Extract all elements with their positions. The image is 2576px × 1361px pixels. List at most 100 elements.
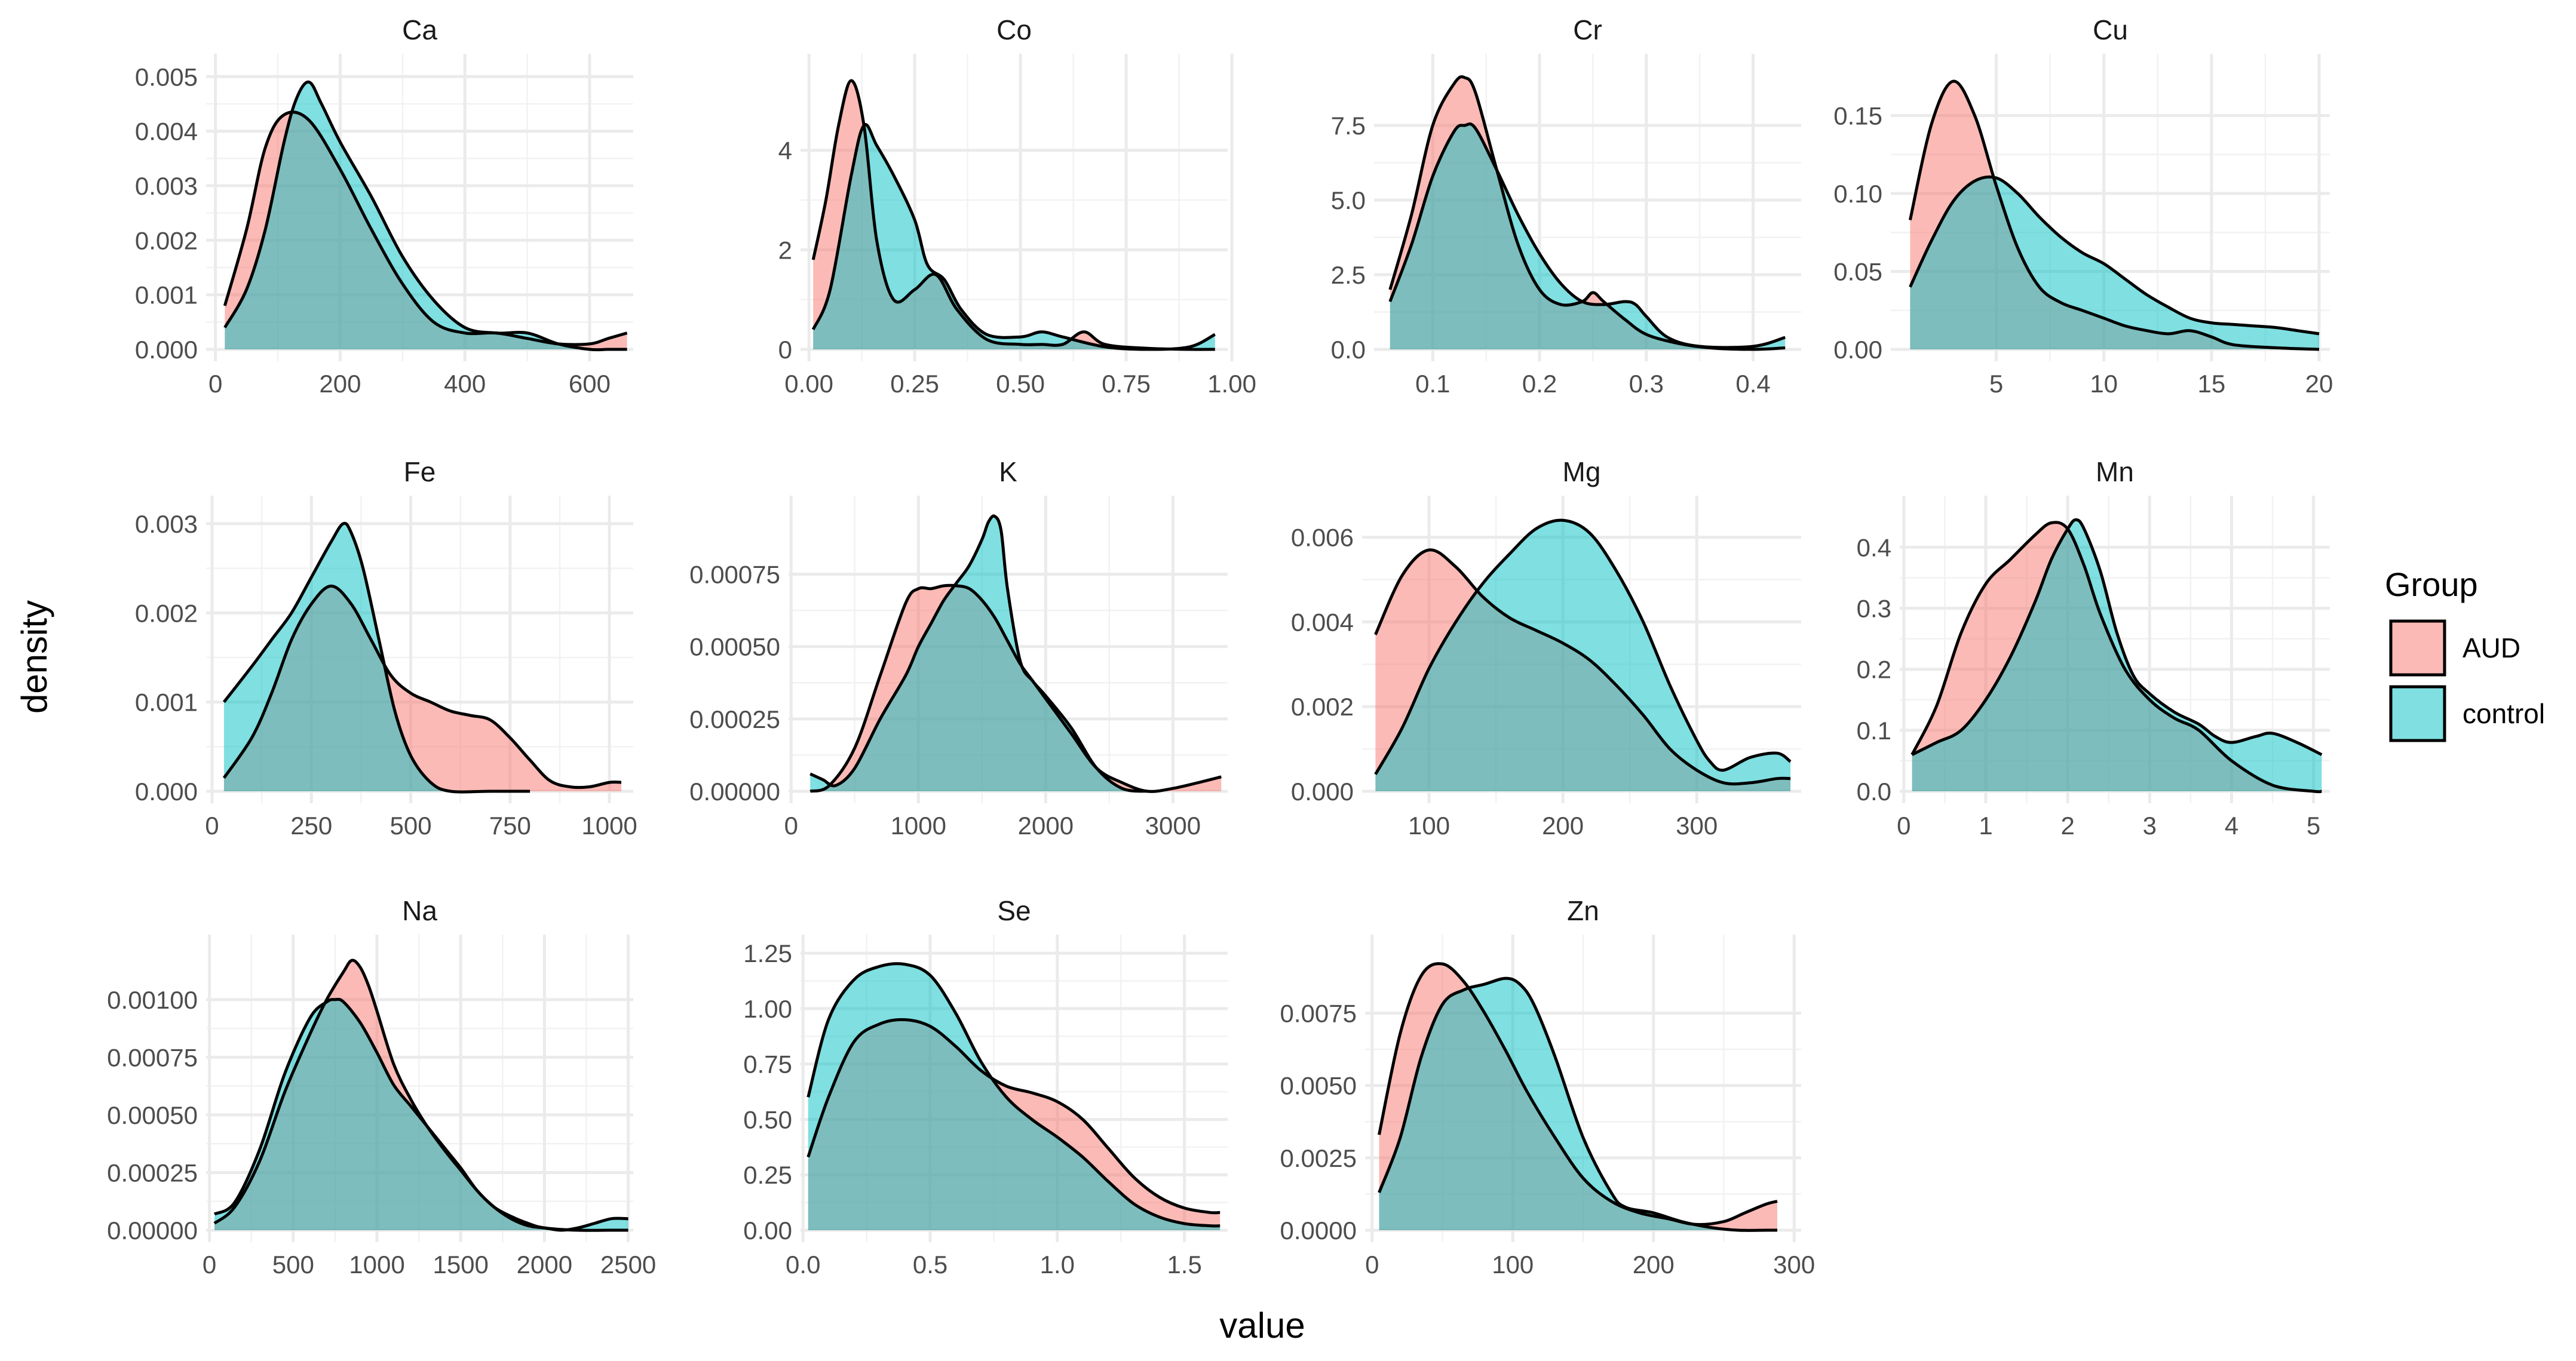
panel-title: Mg [1563,456,1601,487]
density-line-control [806,962,1220,1228]
y-tick-label: 0.00000 [107,1216,198,1245]
y-tick-label: 0.000 [135,778,198,806]
x-tick-label: 100 [1492,1251,1534,1279]
x-tick-label: 3 [2143,812,2157,840]
density-line-control [809,514,1148,793]
panel-se: 0.0 0.5 1.0 1.5 0.00 0.25 0.50 0.75 1.00 1.25 Se [743,895,1228,1279]
density-line-aud [213,958,628,1232]
y-tick-label: 0.003 [135,172,198,200]
density-line-control [1909,175,2320,336]
x-tick-label: 0 [203,1251,216,1279]
panel-title: Zn [1567,895,1599,926]
x-tick-label: 1.0 [1040,1251,1075,1279]
y-tick-label: 0.05 [1833,258,1882,286]
y-tick-label: 0.00050 [689,633,780,661]
x-tick-label: 2500 [600,1251,656,1279]
x-tick-label: 2000 [517,1251,572,1279]
density-line-aud [1388,75,1786,351]
panel-zn: 0 100 200 300 0.0000 0.0025 0.0050 0.0075 Zn [1280,895,1816,1279]
x-tick-label: 0.3 [1629,370,1664,398]
panel-title: Cr [1573,14,1602,45]
density-area-control [225,82,627,350]
y-tick-label: 0.000 [135,336,198,364]
density-area-control [214,999,628,1230]
y-tick-label: 1.25 [743,939,792,967]
y-tick-label: 0.000 [1291,778,1354,806]
y-tick-label: 0.002 [1291,693,1354,721]
y-tick-label: 5.0 [1331,186,1366,214]
y-tick-label: 0.00100 [107,986,198,1014]
y-tick-label: 0.004 [1291,608,1354,636]
x-tick-label: 20 [2305,370,2333,398]
x-tick-label: 0.25 [890,370,939,398]
y-tick-label: 1.00 [743,995,792,1023]
x-tick-label: 1 [1979,812,1992,840]
panel-cr: 0.1 0.2 0.3 0.4 0.0 2.5 5.0 7.5 Cr [1331,14,1801,398]
y-axis-title: density [14,600,54,714]
x-tick-label: 1.00 [1207,370,1256,398]
x-tick-label: 0 [784,812,798,840]
legend: Group AUD control [2385,566,2545,742]
x-tick-label: 1000 [581,812,637,840]
density-area-control [808,963,1220,1230]
density-line-control [213,997,628,1232]
panel-title: Ca [402,14,437,45]
y-tick-label: 0.00 [1833,336,1882,364]
x-tick-label: 0.5 [913,1251,947,1279]
panels: 0 200 400 6000.0000.0010.0020.0030.0040.005… [107,14,2333,1279]
x-tick-label: 0.00 [784,370,833,398]
x-tick-label: 0 [1897,812,1910,840]
panel-co: 0.00 0.25 0.50 0.75 1.00 0 2 4 Co [778,14,1256,398]
x-tick-label: 200 [319,370,361,398]
density-area-control [1379,978,1777,1231]
x-tick-label: 500 [390,812,431,840]
density-line-control [222,521,530,794]
y-tick-label: 0.2 [1857,656,1891,684]
y-tick-label: 0.002 [135,599,198,627]
y-tick-label: 0.001 [135,281,198,309]
x-tick-label: 15 [2197,370,2225,398]
x-tick-label: 0.50 [996,370,1045,398]
x-tick-label: 1500 [433,1251,488,1279]
y-tick-label: 0.75 [743,1050,792,1079]
density-line-control [223,80,627,352]
density-line-aud [1910,521,2322,794]
y-tick-label: 0.00 [743,1216,792,1245]
panel-mg: 100 200 300 0.000 0.002 0.004 0.006 Mg [1291,456,1801,840]
x-tick-label: 500 [272,1251,314,1279]
x-tick-label: 0 [208,370,222,398]
x-tick-label: 0.0 [786,1251,820,1279]
x-tick-label: 0.4 [1735,370,1770,398]
density-line-aud [1374,548,1791,786]
y-tick-label: 0.25 [743,1161,792,1189]
legend-title: Group [2385,566,2478,603]
panel-title: Na [402,895,437,926]
y-tick-label: 0.00075 [107,1043,198,1071]
density-line-control [1911,518,2323,756]
legend-key-aud [2389,619,2446,677]
y-tick-label: 4 [778,137,792,165]
y-tick-label: 0.00025 [107,1159,198,1187]
x-tick-label: 1.5 [1167,1251,1201,1279]
y-tick-label: 0.00050 [107,1101,198,1129]
panel-k: 0 1000 2000 3000 0.00000 0.00025 0.00050 0.0007… [689,456,1228,840]
panel-title: Se [997,895,1031,926]
x-tick-label: 1000 [349,1251,404,1279]
x-tick-label: 0.75 [1102,370,1151,398]
density-area-control [1390,124,1786,350]
x-tick-label: 400 [444,370,486,398]
y-tick-label: 0.005 [135,63,198,91]
y-tick-label: 2.5 [1331,261,1366,289]
x-tick-label: 0.1 [1415,370,1450,398]
x-tick-label: 250 [290,812,332,840]
x-tick-label: 0 [205,812,219,840]
y-tick-label: 0.0000 [1280,1216,1357,1245]
x-tick-label: 5 [2307,812,2320,840]
x-axis-title: value [1219,1305,1305,1345]
x-tick-label: 1000 [891,812,946,840]
x-tick-label: 0.2 [1522,370,1557,398]
x-tick-label: 100 [1408,812,1450,840]
x-tick-label: 0 [1365,1251,1379,1279]
legend-label-aud: AUD [2462,632,2520,663]
